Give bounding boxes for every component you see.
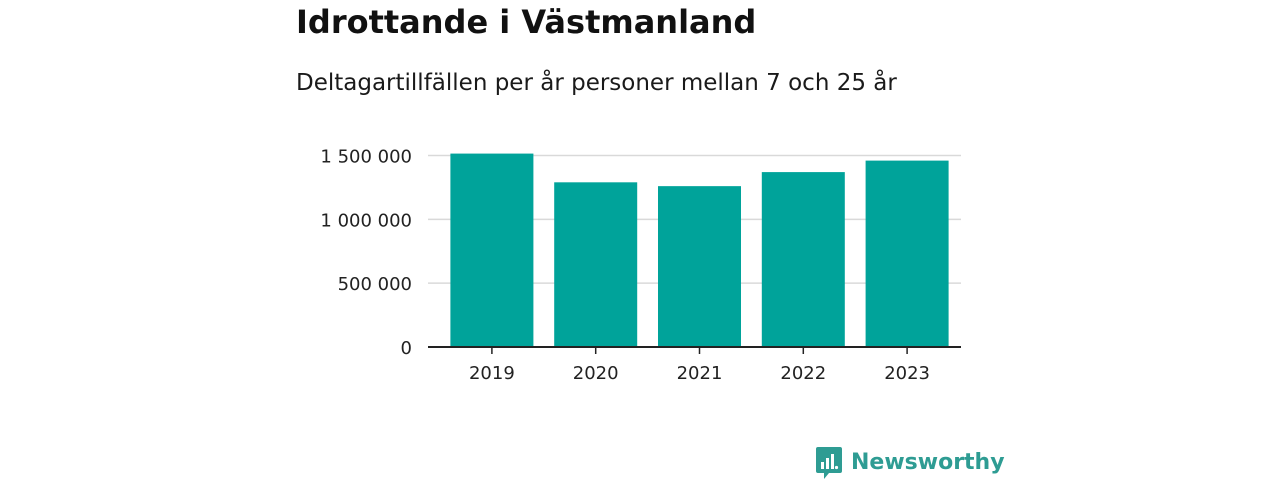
y-tick-label: 0 [401,338,412,359]
y-tick-label: 500 000 [338,274,412,295]
x-tick-label: 2020 [573,363,619,384]
bar-2019 [450,153,534,347]
chart-subtitle: Deltagartillfällen per år personer mella… [296,70,897,96]
x-axis-ticks: 2019 2020 2021 2022 2023 [469,347,930,384]
chart-title: Idrottande i Västmanland [296,3,757,41]
x-tick-label: 2021 [677,363,723,384]
y-axis-ticks: 0 500 000 1 000 000 1 500 000 [320,147,412,360]
newsworthy-logo-icon [816,447,842,479]
x-tick-label: 2019 [469,363,515,384]
x-tick-label: 2022 [780,363,826,384]
bars [450,153,949,347]
bar-2023 [865,160,949,347]
bar-2022 [761,172,845,347]
brand-logo: Newsworthy [815,446,1005,480]
x-tick-label: 2023 [884,363,930,384]
brand-name: Newsworthy [851,450,1005,475]
bar-2021 [658,186,741,347]
y-tick-label: 1 000 000 [320,210,412,231]
y-tick-label: 1 500 000 [320,147,412,168]
bar-2020 [554,182,638,347]
